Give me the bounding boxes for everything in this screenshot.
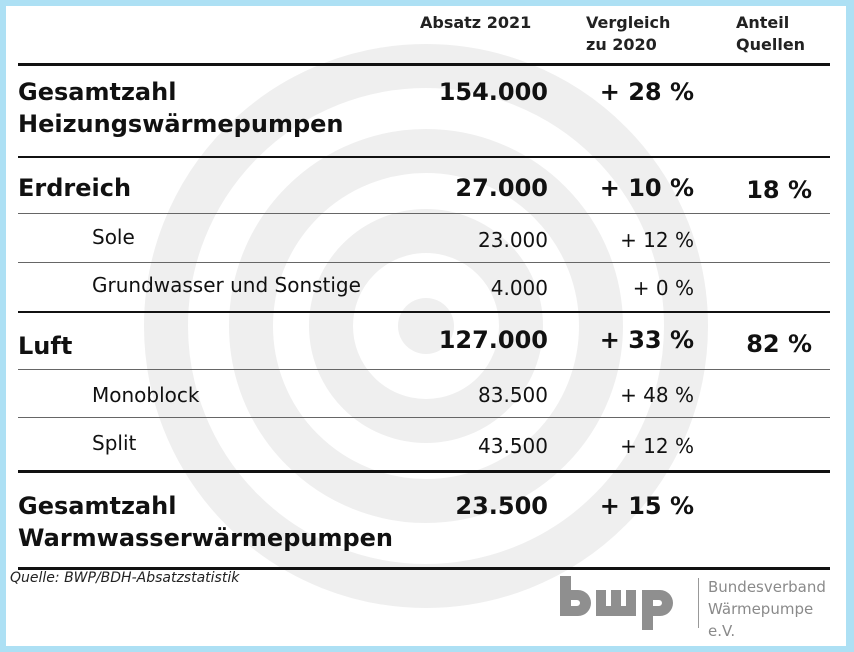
label-line2: Heizungswärmepumpen (18, 110, 344, 138)
row-split-sales: 43.500 (478, 434, 548, 458)
row-ground-sales: 27.000 (455, 174, 548, 202)
bwp-logo: Bundesverband Wärmepumpe e.V. (556, 572, 836, 640)
label-line1: Gesamtzahl (18, 78, 177, 106)
divider (18, 417, 830, 418)
table-panel: Absatz 2021 Vergleich zu 2020 Anteil Que… (6, 6, 846, 646)
label-line2: Warmwasserwärmepumpen (18, 524, 394, 552)
row-total-heating-sales: 154.000 (438, 78, 548, 106)
row-ground-label: Erdreich (18, 174, 132, 202)
row-ground-compare: + 10 % (599, 174, 694, 202)
header-share-line1: Anteil (736, 13, 790, 32)
divider (18, 567, 830, 570)
row-total-heating-label: Gesamtzahl Heizungswärmepumpen (18, 76, 344, 140)
row-monoblock-sales: 83.500 (478, 383, 548, 407)
row-split-label: Split (92, 431, 137, 455)
label-line1: Gesamtzahl (18, 492, 177, 520)
header-sales: Absatz 2021 (420, 13, 532, 32)
row-brine-label: Sole (92, 225, 135, 249)
divider (18, 311, 830, 313)
row-ground-share: 18 % (746, 176, 812, 204)
divider (18, 213, 830, 214)
row-brine-compare: + 12 % (620, 228, 694, 252)
logo-text: Bundesverband Wärmepumpe e.V. (708, 576, 836, 642)
divider (18, 369, 830, 370)
header-compare: Vergleich zu 2020 (586, 12, 670, 56)
row-monoblock-compare: + 48 % (620, 383, 694, 407)
bwp-logo-mark-icon (560, 576, 673, 630)
row-total-water-label: Gesamtzahl Warmwasserwärmepumpen (18, 490, 393, 554)
row-air-share: 82 % (746, 330, 812, 358)
logo-separator (698, 578, 699, 628)
header-share-line2: Quellen (736, 35, 806, 54)
row-brine-sales: 23.000 (478, 228, 548, 252)
row-air-sales: 127.000 (438, 326, 548, 354)
divider (18, 470, 830, 473)
swirl-watermark-icon (144, 44, 708, 608)
header-compare-line2: zu 2020 (586, 35, 657, 54)
divider (18, 262, 830, 263)
row-split-compare: + 12 % (620, 434, 694, 458)
divider (18, 156, 830, 158)
row-total-heating-compare: + 28 % (599, 78, 694, 106)
header-compare-line1: Vergleich (586, 13, 671, 32)
source-note: Quelle: BWP/BDH-Absatzstatistik (10, 570, 240, 586)
row-groundwater-label: Grundwasser und Sonstige (92, 273, 361, 297)
logo-line1: Bundesverband (708, 578, 826, 596)
row-air-compare: + 33 % (599, 326, 694, 354)
row-total-water-compare: + 15 % (599, 492, 694, 520)
row-air-label: Luft (18, 332, 73, 360)
row-total-water-sales: 23.500 (455, 492, 548, 520)
row-monoblock-label: Monoblock (92, 383, 200, 407)
logo-line2: Wärmepumpe e.V. (708, 600, 814, 640)
row-groundwater-compare: + 0 % (632, 276, 694, 300)
divider (18, 63, 830, 66)
row-groundwater-sales: 4.000 (490, 276, 548, 300)
header-share: Anteil Quellen (736, 12, 805, 56)
